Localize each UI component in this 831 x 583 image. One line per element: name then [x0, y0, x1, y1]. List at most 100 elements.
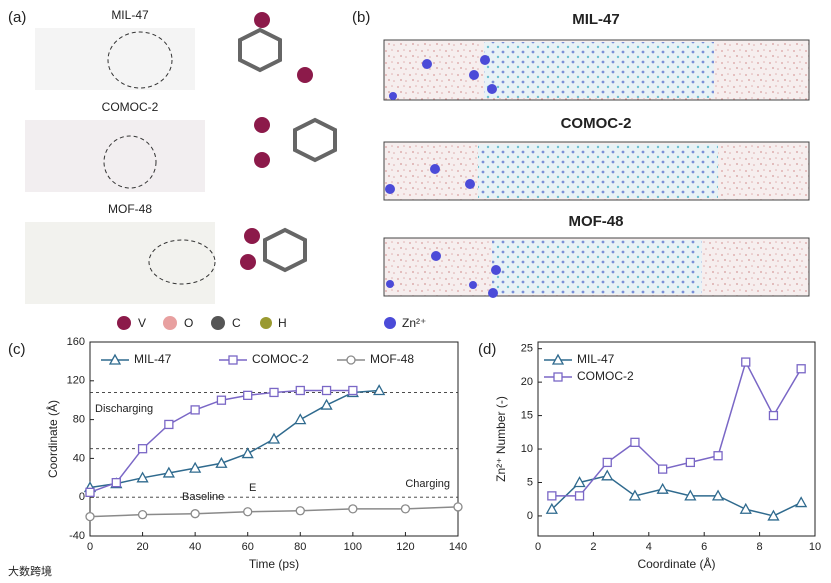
data-point [295, 385, 305, 396]
data-point [294, 413, 307, 425]
data-point [684, 489, 697, 501]
data-point [164, 419, 174, 430]
plot-frame [89, 341, 459, 537]
legend-label: MOF-48 [370, 352, 414, 366]
data-point [321, 385, 332, 396]
x-tick-label: 4 [646, 541, 652, 553]
series-line [551, 474, 802, 517]
annotation: Discharging [95, 403, 153, 415]
data-point [545, 502, 558, 514]
x-tick-label: 100 [344, 541, 362, 553]
legend-label: COMOC-2 [577, 369, 634, 383]
x-tick-label: 6 [701, 541, 707, 553]
y-tick-label: 160 [67, 336, 85, 348]
data-point [739, 502, 752, 514]
panel-label: (a) [8, 9, 26, 26]
data-point [85, 487, 95, 498]
panel-label: (c) [8, 341, 26, 358]
y-tick-label: 0 [527, 510, 533, 522]
data-point [768, 410, 779, 421]
x-axis-label: Time (ps) [249, 557, 299, 571]
series-line [89, 506, 459, 518]
data-point [658, 464, 668, 474]
y-axis-label: Zn²⁺ Number (-) [494, 396, 508, 482]
data-point [137, 510, 148, 520]
series-line [551, 360, 802, 497]
data-point [111, 477, 121, 488]
simulation-title: MIL-47 [572, 11, 620, 28]
data-point [711, 489, 725, 501]
y-tick-label: 80 [73, 414, 85, 426]
data-point [574, 491, 585, 501]
structure-name: COMOC-2 [102, 100, 159, 114]
data-point [630, 437, 640, 447]
data-point [601, 469, 614, 481]
y-tick-label: 0 [79, 491, 85, 503]
data-point [190, 509, 200, 519]
x-tick-label: 0 [87, 541, 93, 553]
atom-legend [117, 316, 396, 330]
data-point [656, 482, 669, 494]
x-tick-label: 8 [757, 541, 763, 553]
data-point [348, 385, 358, 396]
data-point [162, 466, 175, 478]
y-tick-label: 40 [73, 452, 85, 464]
data-point [628, 489, 642, 501]
data-point [269, 387, 279, 398]
legend-label: COMOC-2 [252, 352, 309, 366]
legend-label: V [138, 316, 146, 330]
y-tick-label: 120 [67, 375, 85, 387]
data-point [216, 395, 227, 405]
x-tick-label: 2 [590, 541, 596, 553]
data-point [796, 364, 806, 374]
structure-name: MOF-48 [108, 202, 152, 216]
legend-label: Zn²⁺ [402, 316, 426, 330]
data-point [767, 509, 780, 521]
data-point [741, 357, 751, 367]
data-point [373, 384, 386, 396]
data-point [190, 405, 200, 415]
simulation-title: MOF-48 [568, 213, 623, 230]
data-point [685, 457, 695, 468]
panel-label: (b) [352, 9, 370, 26]
y-tick-label: 10 [521, 443, 533, 455]
y-tick-label: 20 [521, 376, 533, 388]
x-tick-label: 140 [449, 541, 467, 553]
legend-label: MIL-47 [577, 352, 615, 366]
data-point [243, 507, 253, 517]
x-tick-label: 10 [809, 541, 821, 553]
simulation-title: COMOC-2 [561, 115, 632, 132]
data-point [137, 444, 148, 454]
x-tick-label: 120 [396, 541, 414, 553]
legend-label: MIL-47 [134, 352, 172, 366]
legend-label: H [278, 316, 287, 330]
data-point [602, 457, 612, 468]
data-point [243, 390, 253, 401]
data-point [241, 447, 254, 459]
y-tick-label: -40 [69, 530, 85, 542]
annotation: Charging [405, 478, 450, 490]
data-point [547, 491, 557, 501]
data-point [573, 476, 586, 488]
annotation: E [249, 482, 256, 494]
data-point [795, 496, 808, 508]
data-point [713, 451, 723, 461]
legend-marker [228, 355, 238, 365]
data-point [136, 471, 149, 483]
y-tick-label: 15 [521, 409, 533, 421]
legend-label: C [232, 316, 241, 330]
y-tick-label: 5 [527, 476, 533, 488]
x-tick-label: 60 [242, 541, 254, 553]
simulation-boxes [383, 39, 810, 298]
legend-marker [553, 372, 563, 382]
y-axis-label: Coordinate (Å) [45, 400, 60, 478]
data-point [267, 432, 281, 444]
structures-art [25, 12, 337, 304]
legend-label: O [184, 316, 193, 330]
structure-name: MIL-47 [111, 8, 149, 22]
plot-frame [537, 341, 816, 537]
panel-label: (d) [478, 341, 496, 358]
x-tick-label: 80 [294, 541, 306, 553]
legend-marker [346, 355, 356, 365]
